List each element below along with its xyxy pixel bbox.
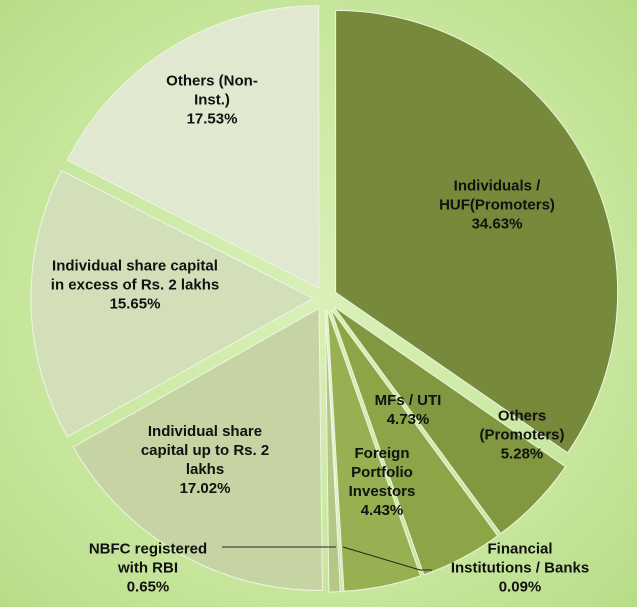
pie-slice (72, 307, 323, 591)
value-label: 0.09% (498, 578, 542, 596)
slice-label: Others (Promoters) 5.28% (472, 407, 572, 464)
category-label: Individual share capital up to Rs. 2 lak… (140, 423, 270, 478)
category-label: Others (Promoters) (479, 407, 565, 444)
slice-label: Financial Institutions / Banks 0.09% (446, 540, 594, 597)
category-label: NBFC registered with RBI (88, 540, 208, 577)
pie-slice (330, 308, 499, 576)
slice-label: Others (Non-Inst.) 17.53% (155, 72, 270, 129)
category-label: Foreign Portfolio Investors (348, 445, 416, 500)
category-label: Individuals / HUF(Promoters) (439, 177, 555, 214)
slice-label: Individual share capital in excess of Rs… (48, 257, 223, 314)
value-label: 15.65% (109, 295, 161, 313)
value-label: 34.63% (471, 215, 523, 233)
value-label: 17.53% (186, 110, 238, 128)
slice-label: Foreign Portfolio Investors 4.43% (342, 444, 422, 520)
pie-slice (30, 170, 315, 438)
slice-label: Individual share capital up to Rs. 2 lak… (123, 422, 288, 498)
value-label: 5.28% (500, 445, 544, 463)
slice-label: NBFC registered with RBI 0.65% (73, 540, 223, 597)
category-label: Others (Non-Inst.) (166, 72, 258, 109)
pie-slice (66, 5, 320, 289)
slice-label: Individuals / HUF(Promoters) 34.63% (427, 177, 567, 234)
pie-slice (326, 309, 422, 592)
pie-slice (333, 305, 567, 535)
category-label: Financial Institutions / Banks (450, 540, 590, 577)
leader-line (342, 546, 432, 571)
value-label: 4.73% (386, 411, 430, 428)
slice-label: MFs / UTI 4.73% (363, 391, 453, 429)
category-label: MFs / UTI (374, 392, 442, 409)
category-label: Individual share capital in excess of Rs… (50, 257, 220, 294)
value-label: 17.02% (179, 480, 231, 497)
pie-slice (335, 9, 619, 454)
value-label: 4.43% (360, 502, 404, 519)
value-label: 0.65% (126, 578, 170, 596)
pie-slice (325, 309, 343, 593)
